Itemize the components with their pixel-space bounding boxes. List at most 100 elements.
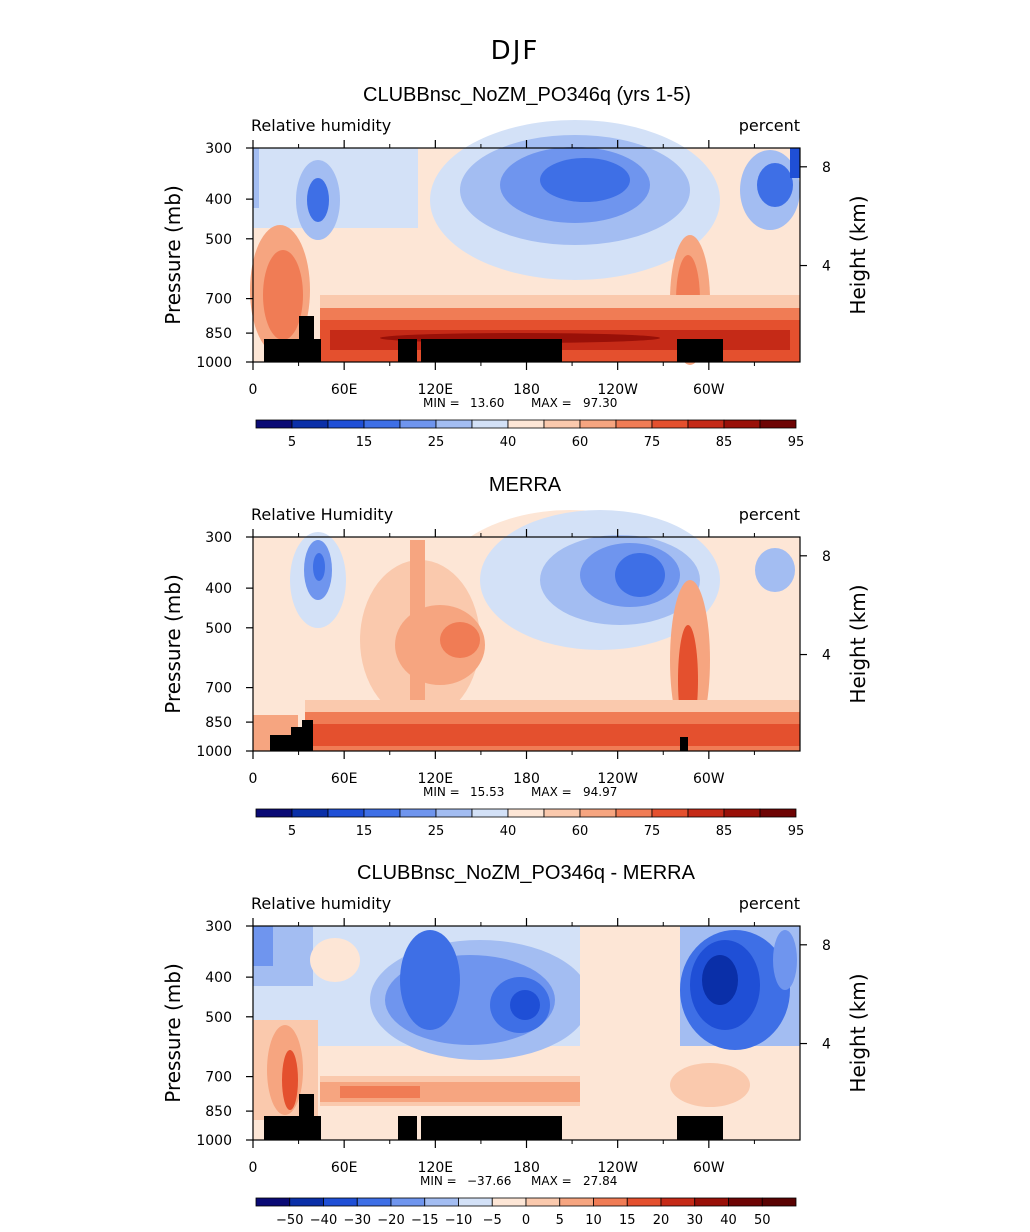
colorbar-swatch bbox=[723, 808, 761, 818]
x-tick-label: 60W bbox=[693, 1160, 725, 1176]
y-tick-label: 300 bbox=[205, 919, 232, 935]
colorbar-label: 50 bbox=[754, 1213, 771, 1227]
min-value: 13.60 bbox=[470, 396, 504, 410]
colorbar-label: −50 bbox=[276, 1213, 303, 1227]
colorbar-swatch bbox=[759, 808, 797, 818]
x-tick-label: 120W bbox=[597, 771, 638, 787]
colorbar-label: 5 bbox=[288, 435, 296, 450]
colorbar-label: 40 bbox=[500, 824, 517, 839]
min-label: MIN = bbox=[420, 1174, 457, 1188]
x-tick-label: 120W bbox=[597, 1160, 638, 1176]
colorbar-label: 75 bbox=[644, 824, 661, 839]
x-tick-label: 60E bbox=[331, 1160, 358, 1176]
panel-title: CLUBBnsc_NoZM_PO346q (yrs 1-5) bbox=[363, 84, 691, 106]
y-tick-label: 500 bbox=[205, 1010, 232, 1026]
max-value: 97.30 bbox=[583, 396, 617, 410]
colorbar-label: 15 bbox=[619, 1213, 636, 1227]
colorbar-swatch bbox=[424, 1197, 459, 1207]
colorbar-swatch bbox=[728, 1197, 763, 1207]
colorbar-label: −5 bbox=[483, 1213, 502, 1227]
x-tick-label: 120W bbox=[597, 382, 638, 398]
y-tick-label: 850 bbox=[205, 326, 232, 342]
panel-model: CLUBBnsc_NoZM_PO346q (yrs 1-5) Relative … bbox=[161, 84, 870, 450]
x-tick-label: 0 bbox=[249, 1160, 258, 1176]
y2-tick-label: 4 bbox=[822, 259, 831, 275]
colorbar-swatch bbox=[579, 419, 617, 429]
colorbar-label: 60 bbox=[572, 435, 589, 450]
colorbar-swatch bbox=[579, 808, 617, 818]
colorbar-label: 25 bbox=[428, 824, 445, 839]
variable-label: Relative humidity bbox=[251, 116, 391, 135]
colorbar: 5 15 25 40 60 75 85 95 bbox=[255, 808, 805, 839]
units-label: percent bbox=[739, 505, 800, 524]
max-value: 27.84 bbox=[583, 1174, 617, 1188]
colorbar-label: −20 bbox=[377, 1213, 404, 1227]
colorbar-swatch bbox=[255, 1197, 291, 1207]
colorbar-label: −10 bbox=[445, 1213, 472, 1227]
colorbar-swatch bbox=[363, 808, 401, 818]
colorbar-label: 10 bbox=[585, 1213, 602, 1227]
variable-label: Relative humidity bbox=[251, 894, 391, 913]
colorbar-label: 95 bbox=[788, 435, 805, 450]
colorbar-swatch bbox=[471, 419, 509, 429]
colorbar-swatch bbox=[255, 808, 293, 818]
x-tick-label: 60W bbox=[693, 382, 725, 398]
colorbar-swatch bbox=[723, 419, 761, 429]
y-axis-title: Pressure (mb) bbox=[161, 574, 185, 714]
colorbar-label: 75 bbox=[644, 435, 661, 450]
max-label: MAX = bbox=[531, 785, 572, 799]
y-tick-label: 1000 bbox=[196, 355, 232, 371]
x-tick-label: 120E bbox=[418, 1160, 454, 1176]
figure-title: DJF bbox=[491, 36, 540, 66]
y-tick-label: 700 bbox=[205, 292, 232, 308]
plot-area bbox=[250, 120, 801, 365]
y-tick-label: 500 bbox=[205, 232, 232, 248]
colorbar-swatch bbox=[651, 808, 689, 818]
colorbar-swatch bbox=[255, 419, 293, 429]
colorbar-swatch bbox=[291, 419, 329, 429]
colorbar-label: 5 bbox=[556, 1213, 564, 1227]
colorbar-label: 95 bbox=[788, 824, 805, 839]
x-tick-label: 60W bbox=[693, 771, 725, 787]
colorbar-label: −40 bbox=[310, 1213, 337, 1227]
colorbar-swatch bbox=[543, 808, 581, 818]
y2-tick-label: 8 bbox=[822, 938, 831, 954]
y-axis-title: Pressure (mb) bbox=[161, 963, 185, 1103]
colorbar-swatch bbox=[687, 808, 725, 818]
y2-axis-title: Height (km) bbox=[846, 973, 870, 1092]
x-tick-label: 60E bbox=[331, 382, 358, 398]
colorbar-swatch bbox=[694, 1197, 729, 1207]
y-tick-label: 400 bbox=[205, 581, 232, 597]
y-tick-label: 300 bbox=[205, 530, 232, 546]
x-tick-label: 60E bbox=[331, 771, 358, 787]
colorbar-swatch bbox=[626, 1197, 662, 1207]
min-label: MIN = bbox=[423, 785, 460, 799]
colorbar-swatch bbox=[491, 1197, 527, 1207]
colorbar-label: 20 bbox=[653, 1213, 670, 1227]
colorbar-swatch bbox=[471, 808, 509, 818]
colorbar-swatch bbox=[761, 1197, 797, 1207]
y2-tick-label: 4 bbox=[822, 648, 831, 664]
colorbar-swatch bbox=[759, 419, 797, 429]
colorbar-swatch bbox=[327, 808, 365, 818]
colorbar-label: 40 bbox=[500, 435, 517, 450]
colorbar-swatch bbox=[435, 808, 473, 818]
colorbar-swatch bbox=[651, 419, 689, 429]
min-value: 15.53 bbox=[470, 785, 504, 799]
min-value: −37.66 bbox=[467, 1174, 511, 1188]
colorbar-label: 85 bbox=[716, 824, 733, 839]
colorbar-swatch bbox=[593, 1197, 628, 1207]
y2-axis-title: Height (km) bbox=[846, 584, 870, 703]
colorbar-swatch bbox=[687, 419, 725, 429]
colorbar-label: 0 bbox=[522, 1213, 530, 1227]
y2-tick-label: 4 bbox=[822, 1037, 831, 1053]
colorbar-label: 40 bbox=[720, 1213, 737, 1227]
x-tick-label: 0 bbox=[249, 771, 258, 787]
y2-axis-title: Height (km) bbox=[846, 195, 870, 314]
colorbar-swatch bbox=[615, 419, 653, 429]
colorbar-swatch bbox=[291, 808, 329, 818]
colorbar-label: 5 bbox=[288, 824, 296, 839]
panel-merra: MERRA Relative Humidity percent bbox=[161, 474, 870, 839]
x-tick-label: 0 bbox=[249, 382, 258, 398]
colorbar-swatch bbox=[435, 419, 473, 429]
